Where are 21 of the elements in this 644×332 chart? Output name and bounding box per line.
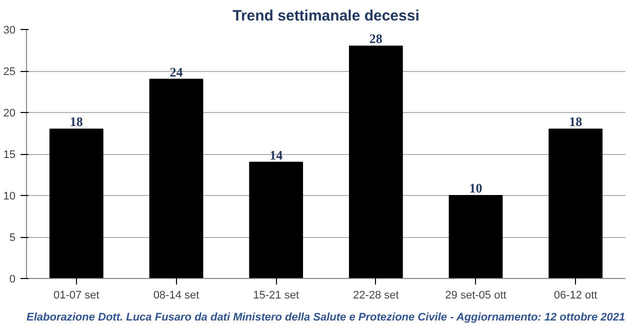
x-tick-label: 06-12 ott bbox=[554, 290, 598, 302]
x-tick-label: 15-21 set bbox=[253, 290, 300, 302]
chart-title: Trend settimanale decessi bbox=[232, 8, 420, 24]
text: Elaborazione Dott. Luca Fusaro da dati Ministero della Salute e Protezione Civile - Aggiornamento: 12 ottobre 2021 bbox=[26, 312, 626, 324]
x-tick-label: 01-07 set bbox=[53, 290, 100, 302]
y-tick-label: 10 bbox=[3, 190, 16, 202]
y-tick-label: 25 bbox=[3, 66, 16, 78]
y-tick-label: 15 bbox=[3, 149, 16, 161]
data-label: 10 bbox=[469, 180, 482, 196]
data-label: 28 bbox=[369, 31, 383, 46]
x-tick-label: 29 set-05 ott bbox=[445, 290, 506, 302]
y-tick-label: 0 bbox=[9, 274, 16, 286]
y-tick-label: 20 bbox=[3, 108, 16, 120]
x-tick-label: 08-14 set bbox=[153, 290, 200, 302]
data-label: 18 bbox=[569, 114, 583, 130]
data-label: 18 bbox=[70, 114, 84, 130]
x-tick-label: 22-28 set bbox=[352, 290, 399, 302]
y-tick-label: 30 bbox=[3, 24, 16, 36]
y-tick-label: 5 bbox=[9, 232, 16, 244]
data-label: 24 bbox=[170, 64, 184, 80]
data-label: 14 bbox=[270, 147, 284, 162]
